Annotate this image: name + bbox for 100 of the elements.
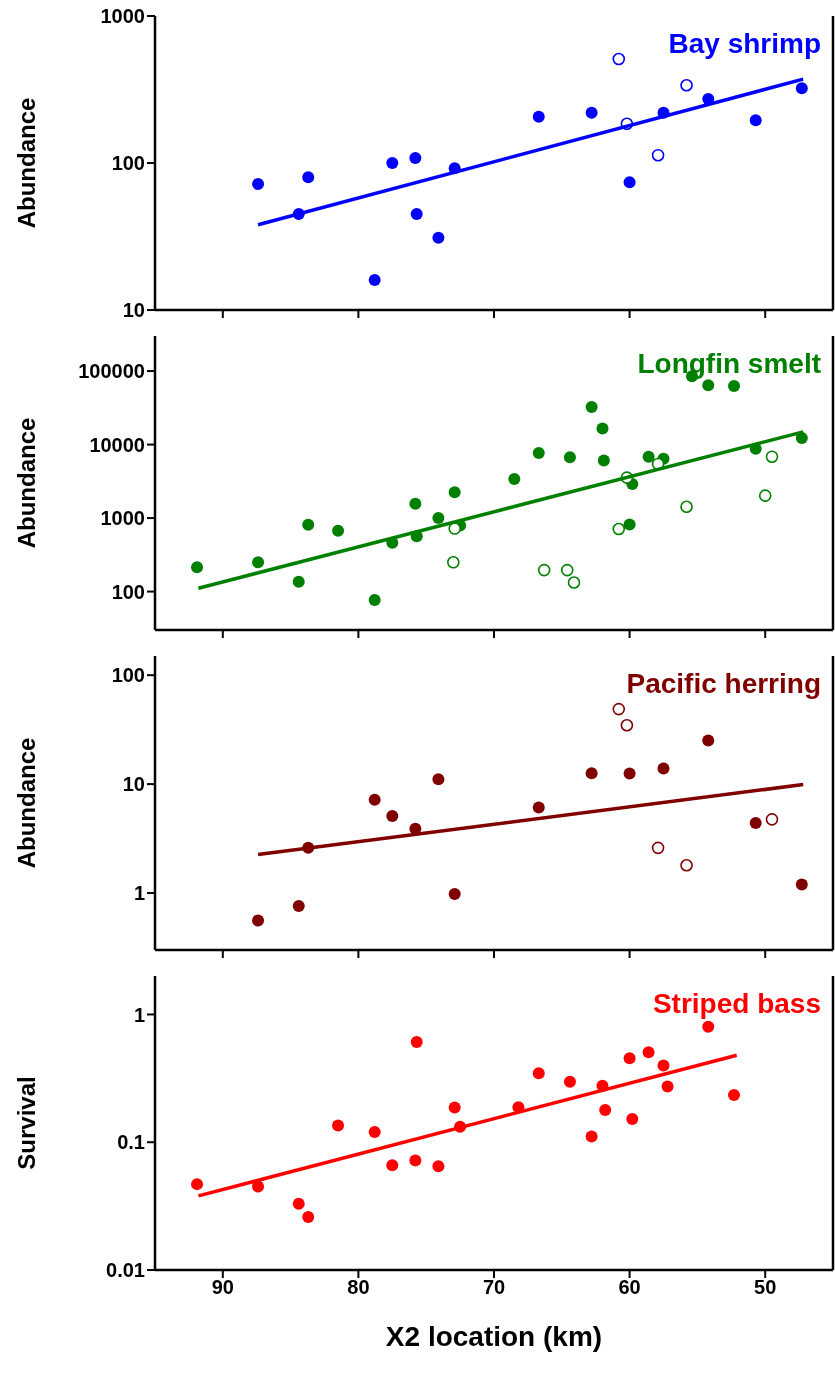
point — [537, 563, 551, 577]
point — [409, 1154, 422, 1167]
point — [448, 1101, 461, 1114]
point — [432, 773, 445, 786]
x-tick-label: 60 — [618, 1276, 641, 1299]
x-tick-label: 90 — [211, 1276, 234, 1299]
point — [702, 379, 715, 392]
point — [191, 1178, 204, 1191]
y-tick-label: 0.1 — [117, 1131, 145, 1154]
point — [368, 273, 381, 286]
y-axis-title: Abundance — [12, 97, 40, 229]
point — [448, 486, 461, 499]
y-tick-label: 100 — [111, 152, 145, 175]
point — [642, 450, 655, 463]
y-tick-label: 1000 — [100, 5, 145, 28]
y-tick-label: 100 — [111, 664, 145, 687]
point — [680, 78, 693, 92]
point — [447, 556, 460, 569]
point — [765, 813, 779, 826]
point — [302, 518, 315, 531]
point — [292, 575, 305, 588]
point — [651, 148, 665, 162]
point — [749, 816, 762, 829]
point — [657, 762, 670, 775]
point — [612, 702, 626, 716]
point — [252, 177, 265, 190]
point — [448, 522, 461, 535]
y-axis-title: Survival — [12, 1076, 40, 1170]
point — [702, 1020, 715, 1033]
point — [563, 1075, 576, 1088]
point — [680, 500, 693, 514]
point — [795, 878, 808, 891]
point — [532, 110, 545, 123]
y-tick-label: 10 — [122, 773, 145, 796]
point — [680, 858, 693, 872]
point — [532, 446, 545, 459]
point — [409, 152, 422, 165]
y-tick-label: 10 — [122, 299, 145, 322]
chart-title: Bay shrimp — [668, 28, 821, 60]
point — [596, 422, 609, 435]
point — [368, 1126, 381, 1139]
point — [728, 1089, 741, 1102]
point — [563, 451, 576, 464]
point — [432, 512, 445, 525]
point — [585, 767, 598, 780]
x-tick-label: 70 — [482, 1276, 506, 1299]
point — [758, 489, 772, 502]
y-tick-label: 0.01 — [106, 1259, 145, 1282]
point — [597, 454, 610, 467]
point — [567, 576, 581, 589]
point — [657, 1059, 670, 1072]
point — [599, 1103, 612, 1116]
point — [623, 176, 636, 189]
chart-title: Pacific herring — [626, 668, 821, 700]
point — [332, 524, 345, 537]
point — [252, 914, 265, 927]
point — [623, 767, 636, 780]
point — [661, 1080, 674, 1093]
y-axis-title: Abundance — [12, 737, 40, 869]
point — [765, 450, 779, 463]
point — [749, 114, 762, 127]
y-tick-label: 100000 — [78, 360, 145, 383]
point — [191, 561, 204, 574]
point — [620, 718, 634, 732]
point — [702, 734, 715, 747]
point — [292, 900, 305, 913]
y-tick-label: 1 — [133, 882, 145, 905]
point — [368, 793, 381, 806]
point — [432, 231, 445, 244]
point — [252, 556, 265, 569]
point — [448, 888, 461, 900]
point — [560, 563, 574, 577]
point — [386, 1159, 399, 1172]
point — [626, 1113, 639, 1125]
y-axis-title: Abundance — [12, 417, 40, 549]
point — [612, 522, 626, 536]
point — [585, 401, 598, 414]
point — [302, 171, 315, 184]
point — [432, 1160, 445, 1173]
point — [623, 518, 636, 531]
point — [612, 52, 626, 66]
x-tick-label: 80 — [347, 1276, 370, 1299]
point — [368, 593, 381, 606]
point — [508, 473, 521, 486]
point — [728, 380, 741, 393]
point — [332, 1119, 345, 1132]
y-tick-label: 1000 — [100, 507, 145, 530]
point — [292, 1197, 305, 1210]
point — [532, 1067, 545, 1080]
y-tick-label: 10000 — [89, 433, 145, 456]
point — [795, 82, 808, 95]
chart-title: Longfin smelt — [637, 348, 821, 380]
point — [302, 1210, 315, 1223]
point — [651, 841, 665, 855]
y-tick-label: 1 — [133, 1003, 145, 1026]
point — [532, 801, 545, 814]
point — [795, 431, 808, 444]
point — [642, 1046, 655, 1059]
x-axis-title: X2 location (km) — [385, 1321, 603, 1352]
point — [585, 106, 598, 119]
